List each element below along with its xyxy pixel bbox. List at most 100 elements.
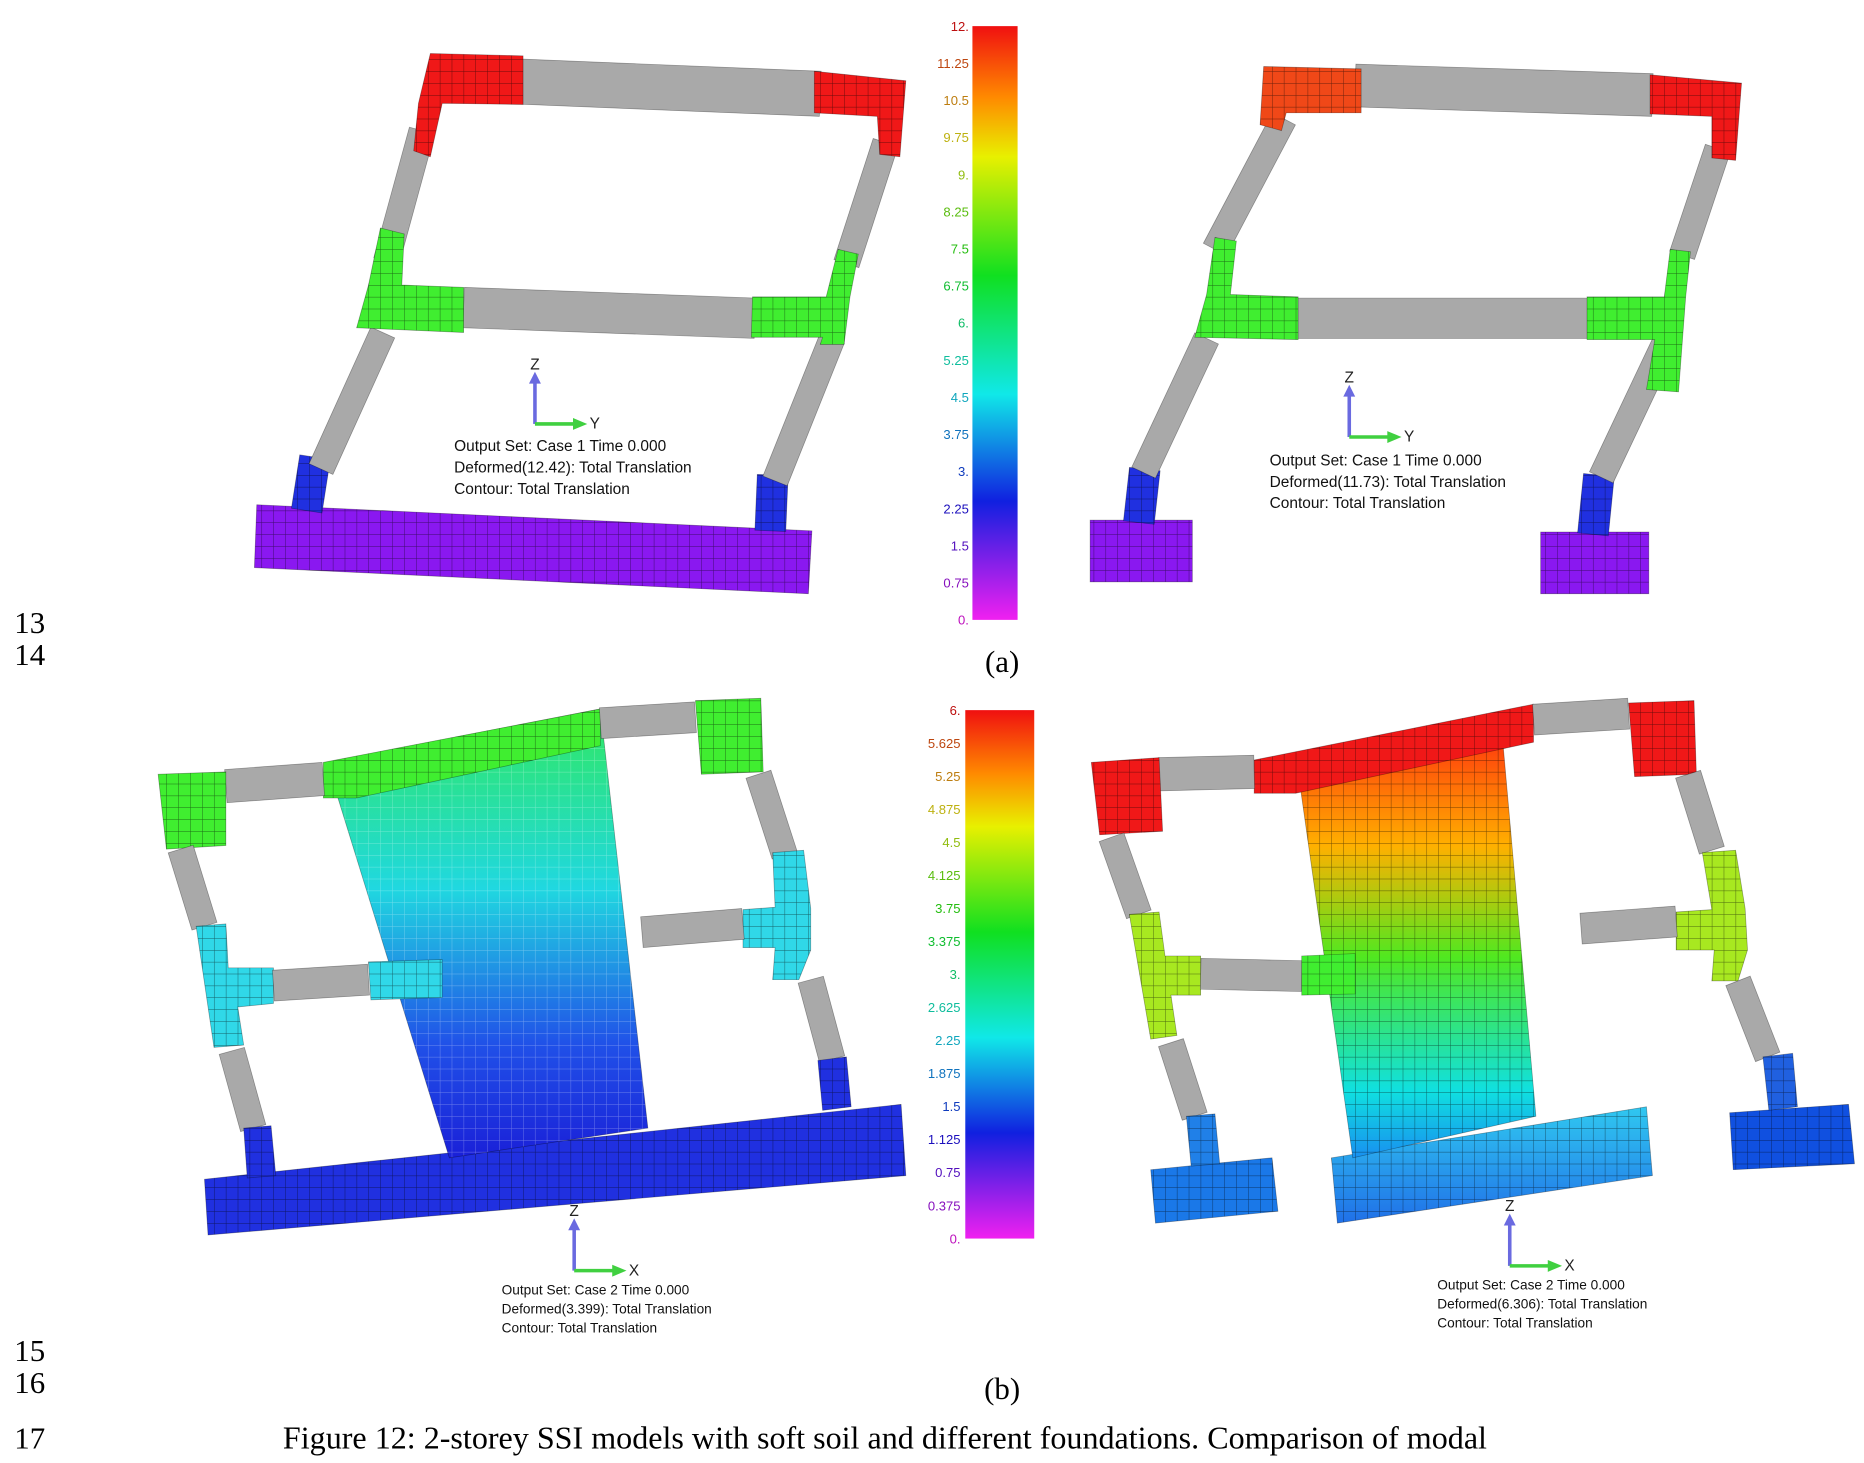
mesh	[243, 1125, 276, 1178]
axis-label: Z	[530, 356, 539, 373]
axis-arrow	[1503, 1213, 1516, 1226]
axis-arrow	[612, 1264, 627, 1277]
member	[224, 762, 325, 804]
member	[1675, 769, 1725, 855]
colorbar-label: 4.875	[928, 802, 961, 817]
mesh	[1628, 700, 1697, 777]
axis-arrow	[1387, 431, 1402, 443]
member	[308, 326, 396, 475]
member	[462, 287, 756, 339]
colorbar-label: 6.	[950, 703, 961, 718]
member	[797, 975, 846, 1064]
member	[218, 1047, 267, 1133]
colorbar-label: 0.	[958, 613, 969, 628]
annotation: Output Set: Case 2 Time 0.000	[502, 1282, 690, 1297]
mesh	[1676, 850, 1748, 981]
mesh	[158, 771, 226, 850]
models: Z Y Z Y Z X Z X	[157, 53, 1855, 1279]
member	[1354, 63, 1654, 117]
colorbar-label: 1.125	[928, 1132, 961, 1147]
annotation: Contour: Total Translation	[1270, 495, 1446, 512]
annotation: Deformed(11.73): Total Translation	[1270, 474, 1506, 491]
axis-label: Z	[1505, 1198, 1514, 1215]
mesh	[814, 71, 906, 157]
axis-label: X	[629, 1262, 639, 1279]
axis-arrow	[572, 418, 588, 430]
colorbar-b	[965, 710, 1035, 1239]
member	[1131, 332, 1219, 479]
mesh	[1587, 249, 1691, 392]
annotation: Contour: Total Translation	[502, 1320, 657, 1335]
axis-label: Z	[1345, 369, 1354, 386]
colorbar-label: 6.75	[943, 279, 968, 294]
colorbar-label: 5.625	[928, 736, 961, 751]
mesh	[254, 504, 812, 594]
line-number: 17	[14, 1421, 45, 1456]
mesh	[196, 923, 274, 1048]
mesh	[368, 959, 443, 1000]
mesh	[754, 474, 789, 532]
panel-label: (b)	[984, 1371, 1020, 1406]
mesh	[1298, 712, 1536, 1158]
colorbar-label: 0.375	[928, 1198, 961, 1213]
member	[1295, 297, 1594, 339]
colorbar-label: 0.75	[935, 1165, 960, 1180]
annotation: Output Set: Case 1 Time 0.000	[454, 438, 666, 455]
axis-label: Y	[1404, 429, 1414, 446]
mesh	[1091, 757, 1163, 835]
axis-arrow	[529, 371, 541, 384]
line-number: 15	[14, 1333, 45, 1368]
member	[167, 844, 218, 931]
member	[272, 963, 370, 1002]
colorbar-label: 1.5	[942, 1099, 960, 1114]
member	[1158, 1038, 1208, 1121]
annotation: Deformed(12.42): Total Translation	[454, 460, 692, 477]
colorbar-label: 4.5	[951, 390, 969, 405]
colorbar-label: 2.25	[935, 1033, 960, 1048]
annotation: Contour: Total Translation	[454, 481, 630, 498]
colorbar-label: 0.75	[943, 576, 968, 591]
colorbar-label: 4.5	[942, 835, 960, 850]
member	[1669, 143, 1731, 260]
annotation: Deformed(6.306): Total Translation	[1437, 1297, 1647, 1312]
member	[1579, 905, 1678, 945]
colorbar-label: 3.75	[943, 427, 968, 442]
mesh	[1331, 1106, 1653, 1224]
figure-caption: Figure 12: 2-storey SSI models with soft…	[283, 1420, 1487, 1456]
mesh	[1729, 1104, 1855, 1170]
colorbar-label: 2.625	[928, 1000, 961, 1015]
colorbar-label: 3.75	[935, 901, 960, 916]
colorbar-label: 3.	[958, 464, 969, 479]
axis-arrow	[1547, 1259, 1563, 1272]
colorbar-label: 6.	[958, 316, 969, 331]
member	[598, 701, 697, 739]
line-number: 16	[14, 1365, 45, 1400]
axis-label: Y	[590, 416, 600, 433]
colorbar-label: 4.125	[928, 868, 961, 883]
colorbar-label: 9.	[958, 167, 969, 182]
axis-arrow	[1343, 384, 1356, 397]
annotation: Deformed(3.399): Total Translation	[502, 1301, 712, 1316]
mesh	[1301, 953, 1356, 996]
colorbar-label: 8.25	[943, 204, 968, 219]
member	[745, 769, 798, 860]
axis-label: Z	[569, 1203, 578, 1220]
annotation: Output Set: Case 1 Time 0.000	[1270, 453, 1482, 470]
mesh	[751, 249, 859, 345]
colorbar-label: 0.	[950, 1231, 961, 1246]
mesh	[1762, 1053, 1798, 1111]
mesh	[1260, 66, 1362, 131]
axis-label: X	[1564, 1258, 1574, 1275]
mesh	[323, 708, 601, 798]
colorbar-label: 5.25	[935, 769, 960, 784]
colorbar-label: 5.25	[943, 353, 968, 368]
colorbar-label: 3.375	[928, 934, 961, 949]
mesh	[291, 454, 331, 513]
mesh	[1577, 473, 1615, 536]
line-number: 14	[14, 637, 45, 672]
mesh	[742, 850, 811, 980]
mesh	[817, 1056, 852, 1111]
member	[1199, 957, 1303, 992]
